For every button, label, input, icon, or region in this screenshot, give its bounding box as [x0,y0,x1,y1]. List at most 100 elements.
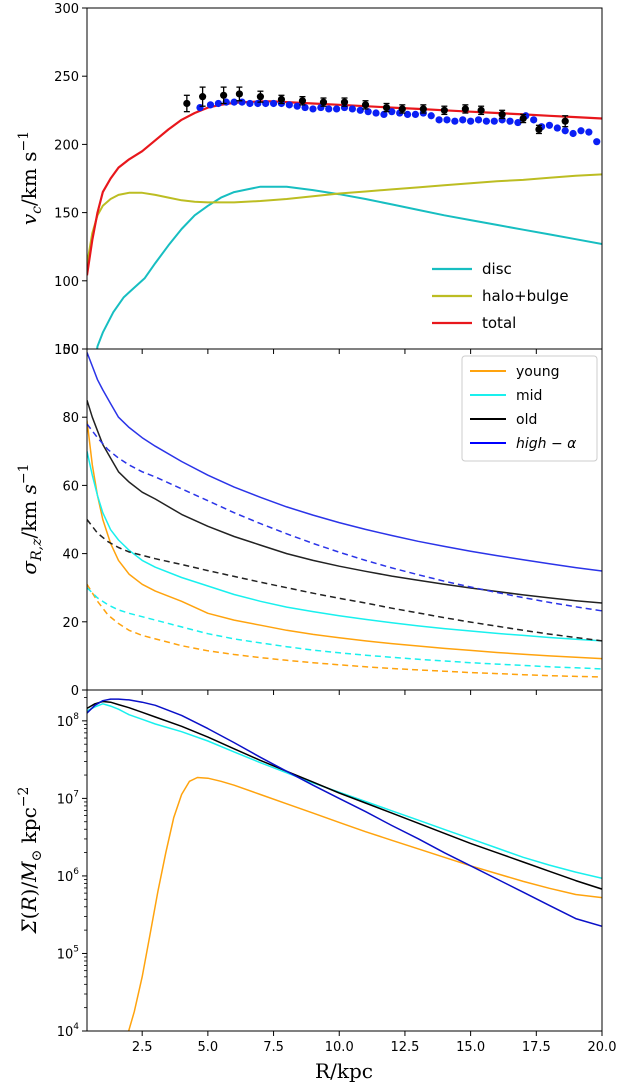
series-group [87,698,602,1031]
dispersion-panel: 0 20 40 60 80 100 young mid old high − α [54,343,603,699]
series-line-mid [87,703,602,880]
x-tick-label: 2.5 [132,1040,153,1055]
x-tick-label: 17.5 [522,1040,551,1055]
y-tick-label: 150 [54,207,79,222]
series-line-total [87,100,602,276]
observed-point [319,98,328,106]
model-point [467,117,475,125]
observed-point [220,91,228,99]
observed-point [277,95,286,103]
model-point [269,99,278,108]
series-line-mid-z [87,587,602,670]
series-line-young [127,776,602,1031]
observed-point [298,97,307,105]
y-tick-label: 104 [57,1022,80,1040]
legend-label: young [516,364,559,380]
y-tick-label: 100 [54,275,79,290]
series-line-young-z [87,583,602,678]
model-point [459,116,467,124]
legend-label: total [482,314,516,332]
y-axis-label-density: Σ(R)/M⊙ kpc−2 [16,787,45,935]
y-axis-label-velocity: vc/km s−1 [16,131,45,225]
legend-box [461,355,598,462]
y-tick-label: 20 [62,616,79,631]
series-line-old-z [87,519,602,642]
legend-label: high − α [516,436,577,452]
observed-point [256,93,265,101]
model-point [411,110,420,118]
x-tick-label: 5.0 [198,1040,219,1055]
legend-label: disc [482,260,512,278]
model-point [577,127,585,135]
model-point [443,116,451,124]
y-tick-label: 200 [54,138,79,153]
model-point [388,108,396,116]
model-point [474,116,483,124]
model-point [585,128,593,136]
observed-point [477,106,485,114]
model-point [451,117,459,125]
y-tick-label: 108 [57,712,80,730]
series-group [87,352,602,678]
model-point [364,108,372,116]
series-line-mid [87,451,602,642]
observed-point [361,101,370,109]
y-tick-label: 50 [62,343,79,358]
model-point [293,102,301,110]
series-line-high-alpha [87,698,602,928]
x-tick-label: 12.5 [390,1040,419,1055]
y-tick-label: 0 [71,684,79,699]
legend-label: mid [516,388,542,404]
y-tick-label: 40 [62,548,79,563]
observed-point [382,103,391,112]
y-tick-label: 105 [57,944,79,962]
series-line-disc [96,185,602,349]
series-line-halo+bulge [87,173,602,265]
model-point [403,110,412,118]
model-point [506,117,514,125]
model-point [262,99,270,108]
model-point [514,118,522,127]
model-point [490,117,498,125]
model-point [569,129,577,138]
observed-point [398,105,406,113]
y-tick-label: 60 [62,479,79,494]
observed-point [340,98,349,106]
observed-point [498,110,506,118]
y-tick-label: 100 [54,343,79,358]
model-point [206,101,215,109]
y-tick-label: 250 [54,70,79,85]
model-point [285,101,293,109]
observed-point [519,114,527,123]
model-point [214,99,222,108]
legend-label: old [516,412,537,428]
model-point [482,117,490,125]
velocity-panel: 100 150 200 250 300 50 disc halo+bulge total [54,2,603,358]
y-tick-label: 80 [62,411,79,426]
surface-density-panel: 104 105 106 107 108 2.5 5.0 7.5 10.0 12.5 15.0 17.5… [57,689,616,1055]
observed-point [183,99,191,108]
observed-point [535,125,543,133]
legend-label: halo+bulge [482,287,569,305]
model-point [325,105,333,113]
model-point [553,124,561,132]
series-line-high-alpha [87,352,602,572]
series-line-young [87,420,602,660]
series-group [87,86,602,349]
observed-point [199,93,207,101]
observed-point [461,105,469,113]
model-point [301,103,309,112]
observed-point [419,105,427,113]
model-point [545,121,554,129]
model-point [561,127,569,135]
x-tick-label: 7.5 [263,1040,284,1055]
x-axis-label: R/kpc [315,1059,373,1083]
axes-frame [86,689,603,1032]
model-point [333,105,341,113]
y-tick-label: 106 [57,867,80,885]
model-point [593,138,601,146]
model-point [246,99,254,108]
model-point [348,105,356,113]
model-point [435,116,443,124]
